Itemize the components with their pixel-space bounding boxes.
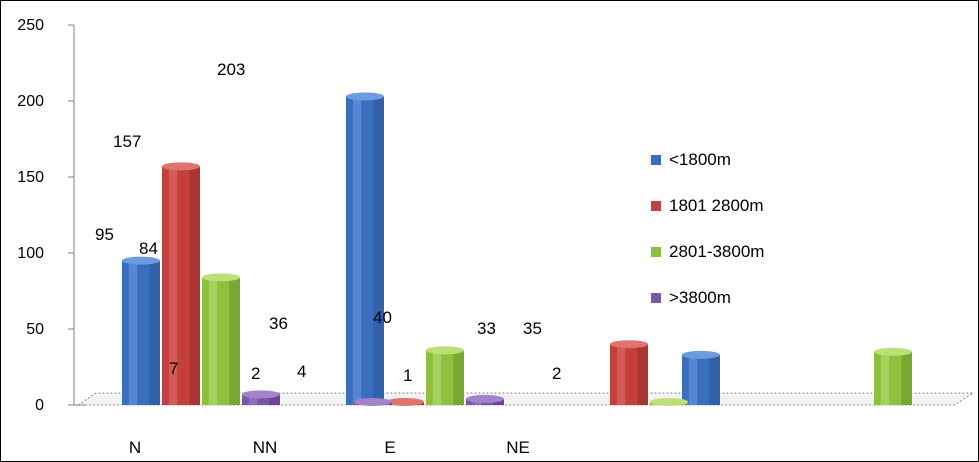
legend-label: <1800m	[669, 150, 731, 169]
bar	[162, 162, 200, 405]
legend-swatch	[651, 155, 661, 165]
legend-swatch	[651, 201, 661, 211]
bar	[354, 397, 392, 406]
y-tick-label: 100	[17, 245, 44, 262]
data-label: 33	[477, 319, 496, 338]
legend-label: 1801 2800m	[669, 196, 764, 215]
y-tick-label: 50	[26, 321, 44, 338]
bar	[242, 390, 280, 405]
legend-label: 2801-3800m	[669, 242, 764, 261]
data-label: 2	[552, 364, 561, 383]
bar	[202, 273, 240, 405]
data-label: 7	[169, 359, 178, 378]
category-label: N	[129, 438, 141, 457]
data-label: 35	[523, 319, 542, 338]
data-label: 2	[251, 364, 260, 383]
category-label: E	[384, 438, 395, 457]
category-label: NE	[506, 438, 530, 457]
y-tick-label: 0	[35, 397, 44, 414]
data-label: 203	[217, 60, 245, 79]
bar	[874, 347, 912, 405]
y-tick-label: 200	[17, 93, 44, 110]
data-label: 1	[403, 366, 412, 385]
bar	[682, 350, 720, 405]
bar	[610, 340, 648, 405]
legend-swatch	[651, 293, 661, 303]
data-label: 95	[95, 225, 114, 244]
bar	[650, 397, 688, 406]
y-tick-label: 150	[17, 169, 44, 186]
data-label: 84	[139, 239, 158, 258]
data-label: 36	[269, 314, 288, 333]
data-label: 40	[373, 308, 392, 327]
category-label: NN	[253, 438, 278, 457]
legend-label: >3800m	[669, 288, 731, 307]
bar	[386, 397, 424, 406]
data-label: 4	[297, 362, 306, 381]
bar	[346, 92, 384, 405]
legend-swatch	[651, 247, 661, 257]
bar	[122, 256, 160, 405]
y-tick-label: 250	[17, 17, 44, 34]
bar	[426, 346, 464, 405]
bar	[466, 394, 504, 405]
data-label: 157	[113, 132, 141, 151]
